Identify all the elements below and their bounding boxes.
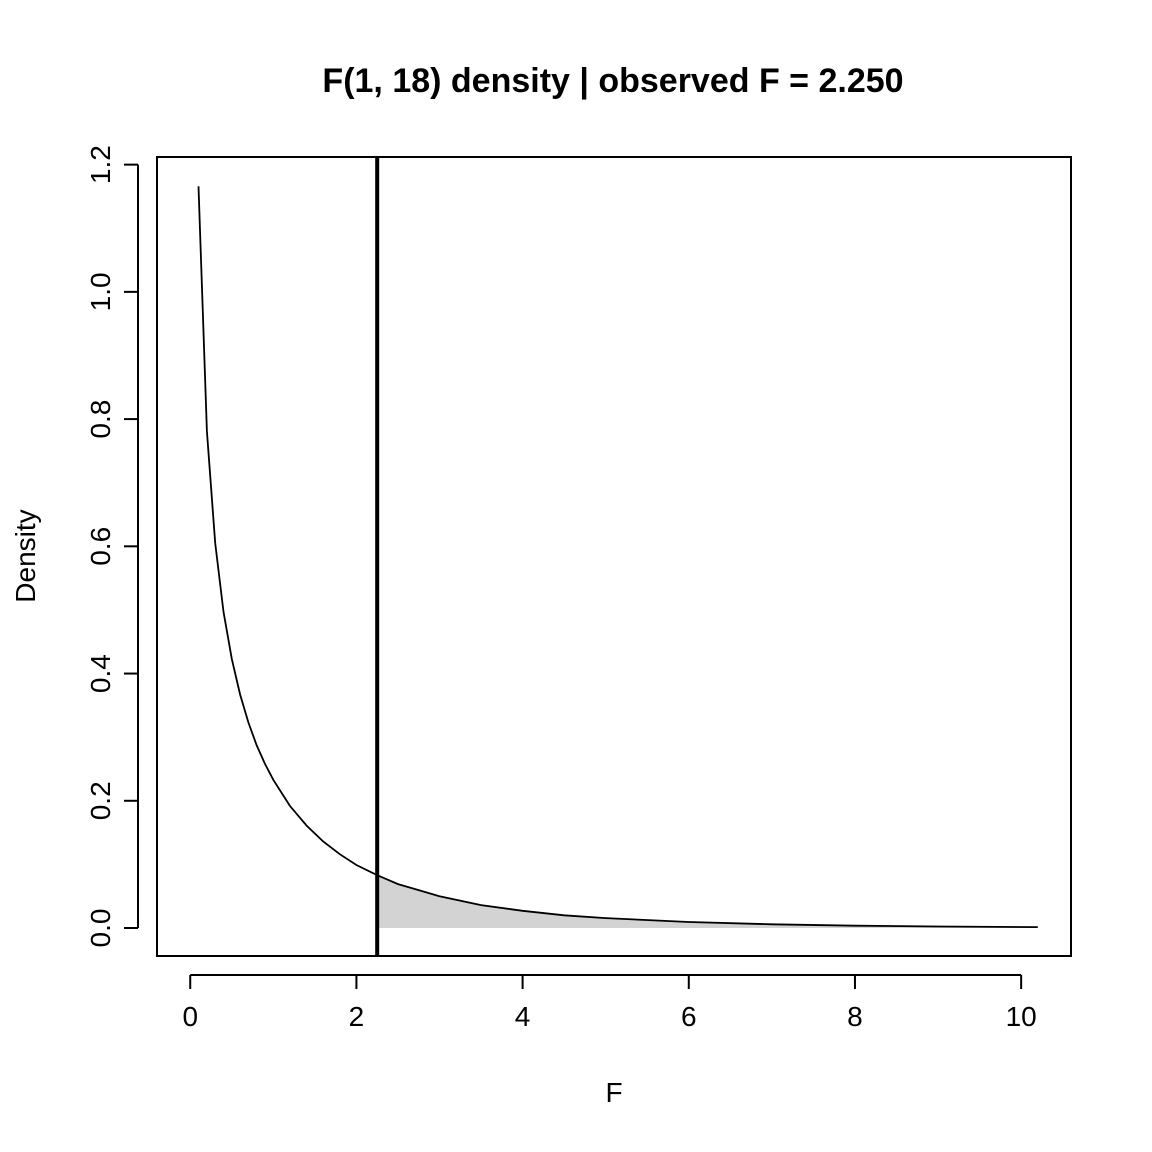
y-axis-label: Density [10, 509, 41, 602]
y-tick-label: 1.0 [85, 272, 116, 311]
x-axis-label: F [605, 1077, 622, 1108]
plot-area [197, 157, 1038, 956]
y-tick-label: 0.6 [85, 527, 116, 566]
y-tick-label: 0.2 [85, 781, 116, 820]
x-tick-label: 2 [349, 1001, 365, 1032]
y-tick-label: 1.2 [85, 145, 116, 184]
x-tick-label: 10 [1006, 1001, 1037, 1032]
y-axis: 0.0 0.2 0.4 0.6 0.8 1.0 1.2 [85, 145, 139, 948]
upper-tail-shaded-area [377, 875, 1038, 928]
y-tick-label: 0.8 [85, 400, 116, 439]
x-tick-label: 8 [847, 1001, 863, 1032]
x-tick-label: 4 [515, 1001, 531, 1032]
chart-title: F(1, 18) density | observed F = 2.250 [322, 62, 903, 100]
x-tick-label: 6 [681, 1001, 697, 1032]
x-axis: 0 2 4 6 8 10 [182, 974, 1037, 1032]
x-tick-label: 0 [182, 1001, 198, 1032]
y-tick-label: 0.0 [85, 909, 116, 948]
y-tick-label: 0.4 [85, 654, 116, 693]
plot-frame [156, 156, 1072, 957]
density-curve [197, 186, 1038, 928]
